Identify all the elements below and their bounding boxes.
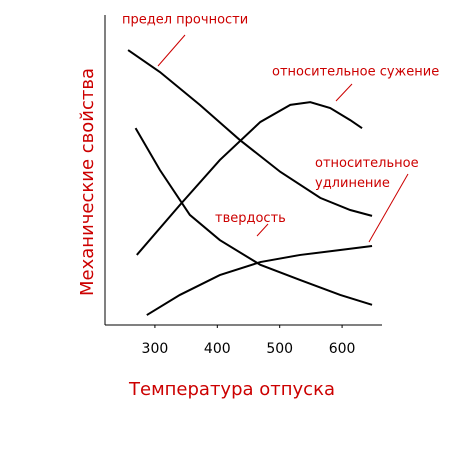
- annotation: твердость: [215, 211, 286, 226]
- annotation: относительное удлинение: [315, 156, 419, 191]
- line: [146, 244, 373, 316]
- x-axis-title: Температура отпуска: [128, 379, 335, 400]
- annotation: предел прочности: [122, 13, 248, 28]
- annotation-leader: [368, 173, 409, 243]
- x-tick-label: 600: [329, 341, 356, 357]
- line: [134, 127, 373, 306]
- x-tick-label: 300: [142, 341, 169, 357]
- line: [127, 49, 373, 217]
- y-axis-title: Механические свойства: [77, 68, 98, 296]
- annotation-leader: [157, 34, 186, 67]
- annotation-leader: [256, 223, 269, 237]
- x-tick-label: 500: [266, 341, 293, 357]
- line: [136, 101, 363, 256]
- annotation: относительное сужение: [272, 65, 439, 80]
- x-tick-label: 400: [204, 341, 231, 357]
- annotation-leader: [335, 83, 353, 102]
